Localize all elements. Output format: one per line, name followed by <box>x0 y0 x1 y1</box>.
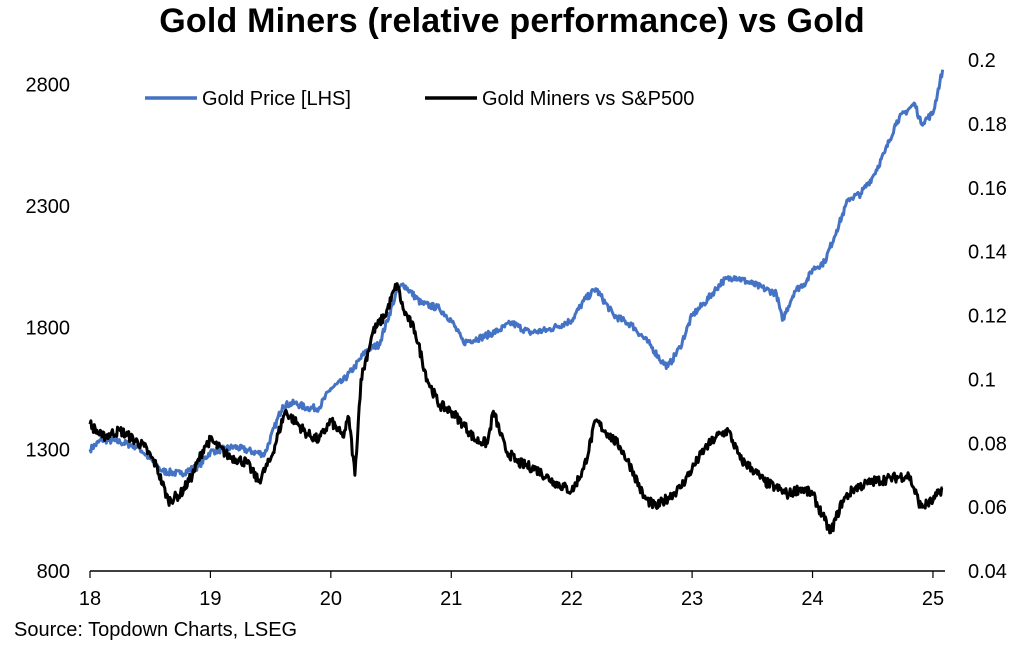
series-line-gold-miners <box>88 282 944 535</box>
x-tick-label: 24 <box>801 588 823 610</box>
left-tick-label: 1800 <box>26 318 71 340</box>
source-note: Source: Topdown Charts, LSEG <box>14 619 298 641</box>
right-tick-label: 0.08 <box>968 433 1007 455</box>
x-tick-label: 25 <box>922 588 944 610</box>
legend: Gold Price [LHS] Gold Miners vs S&P500 <box>145 88 694 110</box>
right-tick-label: 0.2 <box>968 50 996 72</box>
legend-label: Gold Miners vs S&P500 <box>482 88 694 110</box>
chart-title: Gold Miners (relative performance) vs Go… <box>159 2 865 40</box>
left-tick-label: 2800 <box>26 74 71 96</box>
x-tick-label: 19 <box>199 588 221 610</box>
left-tick-label: 2300 <box>26 196 71 218</box>
right-tick-label: 0.06 <box>968 497 1007 519</box>
right-tick-label: 0.16 <box>968 178 1007 200</box>
series-line-gold-price <box>88 69 945 478</box>
x-tick-label: 22 <box>561 588 583 610</box>
right-tick-label: 0.14 <box>968 242 1007 264</box>
right-tick-label: 0.04 <box>968 561 1007 583</box>
x-tick-label: 23 <box>681 588 703 610</box>
x-tick-label: 20 <box>320 588 342 610</box>
right-tick-label: 0.12 <box>968 306 1007 328</box>
x-tick-label: 21 <box>440 588 462 610</box>
right-tick-label: 0.18 <box>968 114 1007 136</box>
left-tick-label: 800 <box>37 561 70 583</box>
x-tick-label: 18 <box>79 588 101 610</box>
right-tick-label: 0.1 <box>968 369 996 391</box>
series-layer <box>88 69 945 535</box>
axes: 18 19 20 21 22 23 24 25 800 1300 1800 2300 2800 0.04 0… <box>26 50 1007 610</box>
left-tick-label: 1300 <box>26 439 71 461</box>
legend-label: Gold Price [LHS] <box>202 88 351 110</box>
